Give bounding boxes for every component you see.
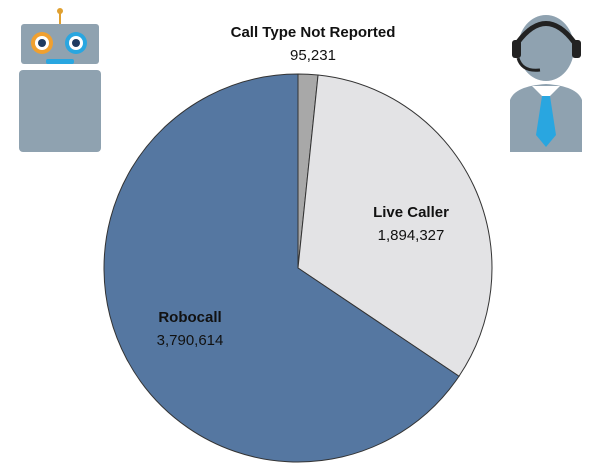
person-icon xyxy=(510,15,582,152)
slice-value: 95,231 xyxy=(290,47,336,64)
robot-icon xyxy=(19,8,101,152)
pie-slice xyxy=(103,73,460,463)
pie-slice xyxy=(297,74,493,377)
slice-label: Call Type Not Reported xyxy=(231,24,396,41)
slice-label: Live Caller xyxy=(373,204,449,221)
slice-value: 1,894,327 xyxy=(378,227,445,244)
slice-value: 3,790,614 xyxy=(157,332,224,349)
slice-label: Robocall xyxy=(158,309,221,326)
